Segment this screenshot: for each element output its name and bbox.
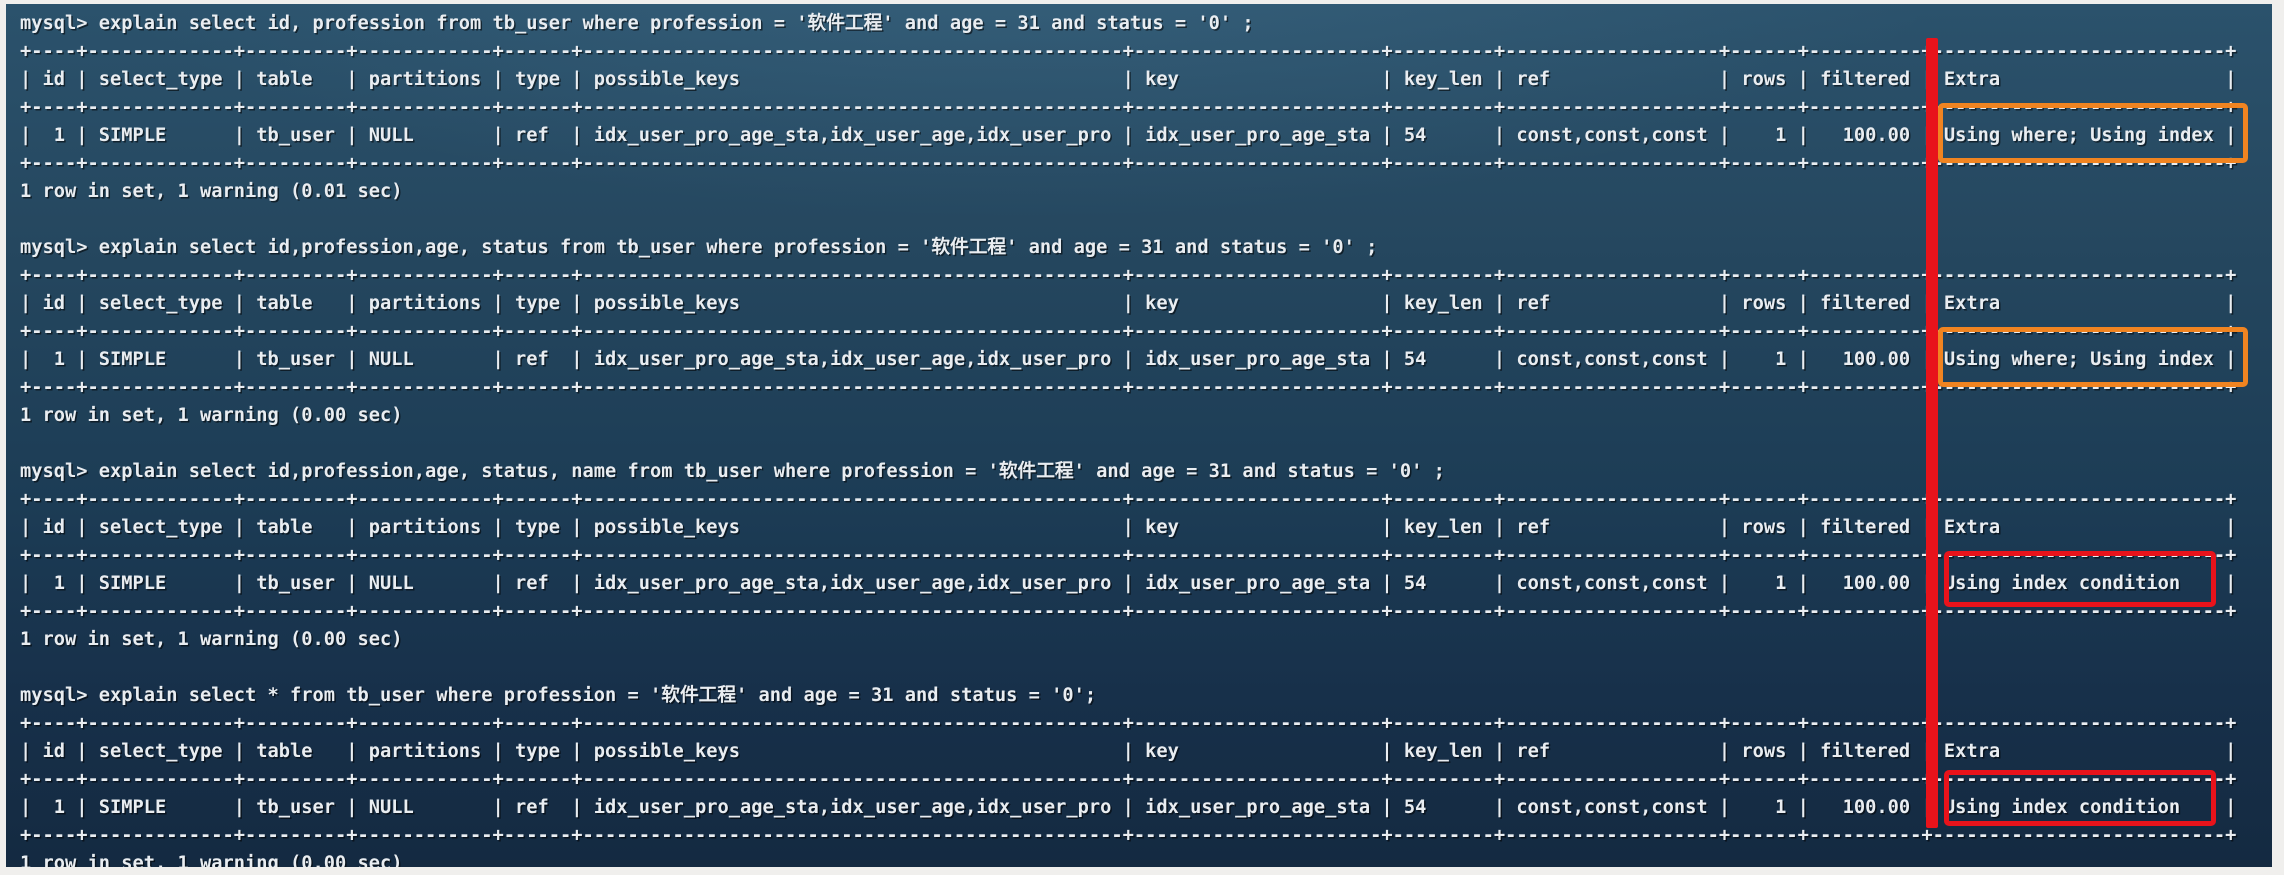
command-line-4: mysql> explain select * from tb_user whe…: [20, 685, 1097, 706]
table-row-3: | 1 | SIMPLE | tb_user | NULL | ref | id…: [20, 573, 2237, 594]
status-line-2: 1 row in set, 1 warning (0.00 sec): [20, 405, 403, 426]
table-header-sep-1: +----+-------------+---------+----------…: [20, 97, 2237, 118]
table-header-sep-2: +----+-------------+---------+----------…: [20, 321, 2237, 342]
terminal-output: mysql> explain select id, profession fro…: [6, 4, 2272, 867]
table-top-border-1: +----+-------------+---------+----------…: [20, 41, 2237, 62]
highlight-box-red-using-index-condition-1: [1944, 551, 2216, 607]
command-line-1: mysql> explain select id, profession fro…: [20, 13, 1254, 34]
status-line-1: 1 row in set, 1 warning (0.01 sec): [20, 181, 403, 202]
table-header-1: | id | select_type | table | partitions …: [20, 69, 2237, 90]
table-header-sep-3: +----+-------------+---------+----------…: [20, 545, 2237, 566]
table-bottom-border-4: +----+-------------+---------+----------…: [20, 825, 2237, 846]
highlight-box-orange-using-where-index-1: [1938, 103, 2248, 163]
table-bottom-border-3: +----+-------------+---------+----------…: [20, 601, 2237, 622]
status-line-4: 1 row in set, 1 warning (0.00 sec): [20, 853, 403, 874]
table-top-border-2: +----+-------------+---------+----------…: [20, 265, 2237, 286]
highlight-box-orange-using-where-index-2: [1938, 327, 2248, 387]
table-bottom-border-2: +----+-------------+---------+----------…: [20, 377, 2237, 398]
table-header-sep-4: +----+-------------+---------+----------…: [20, 769, 2237, 790]
table-row-4: | 1 | SIMPLE | tb_user | NULL | ref | id…: [20, 797, 2237, 818]
red-marker-line: [1926, 38, 1938, 828]
table-row-2: | 1 | SIMPLE | tb_user | NULL | ref | id…: [20, 349, 2237, 370]
command-line-3: mysql> explain select id,profession,age,…: [20, 461, 1445, 482]
table-top-border-4: +----+-------------+---------+----------…: [20, 713, 2237, 734]
table-top-border-3: +----+-------------+---------+----------…: [20, 489, 2237, 510]
table-row-1: | 1 | SIMPLE | tb_user | NULL | ref | id…: [20, 125, 2237, 146]
table-header-2: | id | select_type | table | partitions …: [20, 293, 2237, 314]
table-bottom-border-1: +----+-------------+---------+----------…: [20, 153, 2237, 174]
command-line-2: mysql> explain select id,profession,age,…: [20, 237, 1378, 258]
table-header-3: | id | select_type | table | partitions …: [20, 517, 2237, 538]
status-line-3: 1 row in set, 1 warning (0.00 sec): [20, 629, 403, 650]
highlight-box-red-using-index-condition-2: [1944, 770, 2216, 826]
table-header-4: | id | select_type | table | partitions …: [20, 741, 2237, 762]
